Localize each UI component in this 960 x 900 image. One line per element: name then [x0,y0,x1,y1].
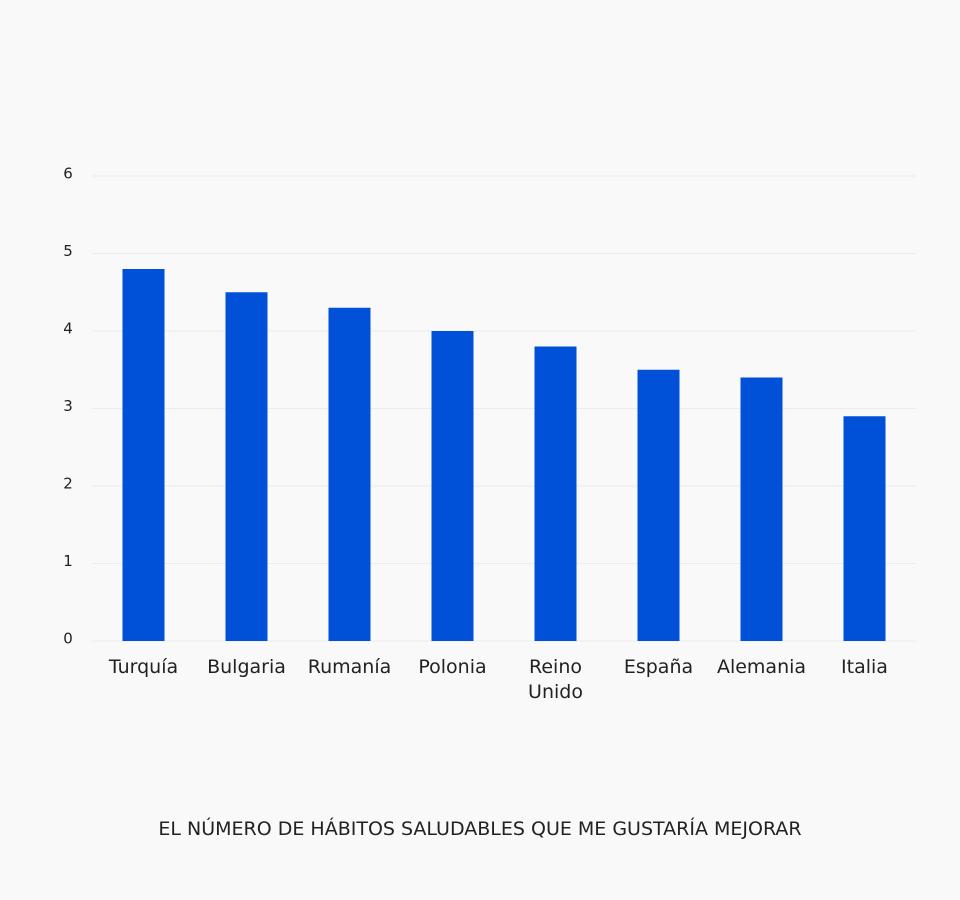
x-tick-label: Reino Unido [528,656,583,703]
x-tick-label: Alemania [716,656,807,678]
y-tick-label: 3 [63,397,73,415]
x-axis-label: EL NÚMERO DE HÁBITOS SALUDABLES QUE ME G… [158,818,802,840]
bar [431,331,474,641]
y-tick-label: 2 [63,475,73,493]
bar [740,377,783,641]
bar [328,307,371,641]
y-tick-label: 0 [63,630,73,648]
y-tick-label: 1 [63,552,73,570]
bar [534,346,577,641]
bar [637,369,680,641]
x-tick-label: Italia [841,656,888,678]
x-tick-label: Bulgaria [207,656,286,678]
x-tick-label: Turquía [108,656,179,678]
x-tick-label: Rumanía [307,656,392,678]
bar [122,269,165,641]
x-tick-label: España [623,656,694,678]
y-tick-label: 4 [63,320,73,338]
y-tick-label: 6 [63,165,73,183]
bar [843,416,886,641]
x-tick-label: Polonia [418,656,487,678]
bar [225,292,268,641]
y-tick-label: 5 [63,242,73,260]
